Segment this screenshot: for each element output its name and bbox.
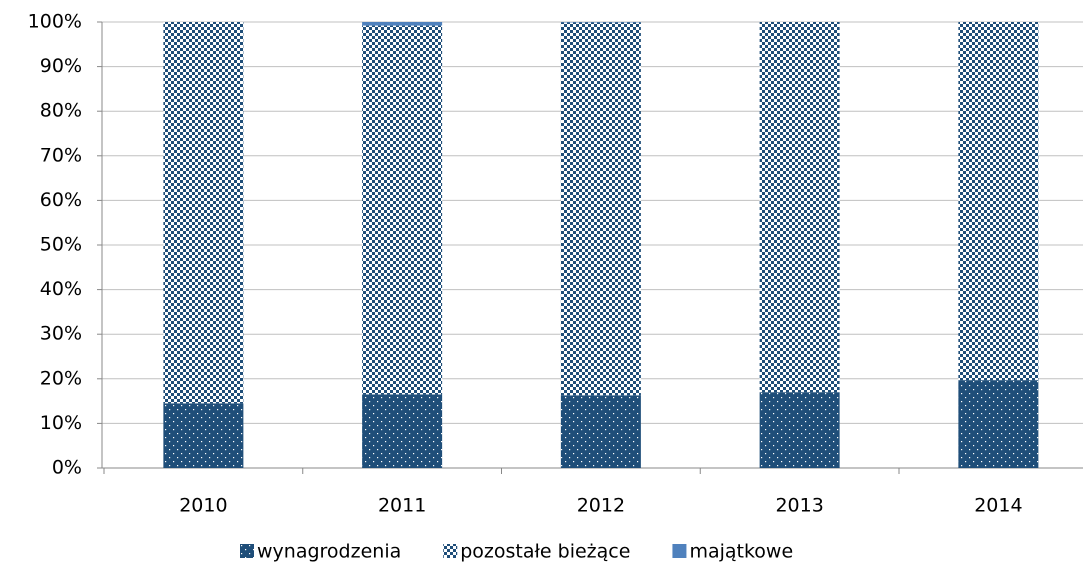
y-tick-label: 50% [40, 234, 82, 256]
y-tick-label: 70% [40, 144, 82, 166]
x-tick-label: 2012 [577, 495, 625, 517]
x-tick-label: 2014 [974, 495, 1022, 517]
legend-label: pozostałe bieżące [460, 541, 630, 563]
bar-segment [362, 22, 443, 26]
legend-swatch [672, 544, 687, 558]
y-tick-label: 80% [40, 100, 82, 122]
y-tick-label: 10% [40, 412, 82, 434]
bar-segment [759, 392, 840, 468]
bar-segment [560, 22, 641, 396]
y-tick-label: 100% [28, 11, 82, 33]
bar-segment [362, 394, 443, 468]
x-tick-label: 2011 [378, 495, 426, 517]
x-tick-label: 2010 [179, 495, 227, 517]
y-tick-label: 40% [40, 278, 82, 300]
bar-segment [759, 22, 840, 393]
legend-label: majątkowe [689, 541, 793, 563]
y-tick-label: 20% [40, 367, 82, 389]
x-tick-label: 2013 [775, 495, 823, 517]
legend-swatch [240, 544, 254, 558]
bar-segment [958, 22, 1039, 381]
y-tick-label: 90% [40, 55, 82, 77]
bar-segment [958, 380, 1039, 468]
y-tick-label: 60% [40, 189, 82, 211]
legend-swatch [443, 544, 458, 558]
y-tick-label: 0% [52, 457, 82, 479]
y-tick-label: 30% [40, 323, 82, 345]
bar-segment [362, 25, 443, 395]
legend-label: wynagrodzenia [257, 541, 401, 563]
bar-segment [163, 22, 244, 404]
bar-segment [163, 403, 244, 468]
bar-segment [560, 395, 641, 468]
